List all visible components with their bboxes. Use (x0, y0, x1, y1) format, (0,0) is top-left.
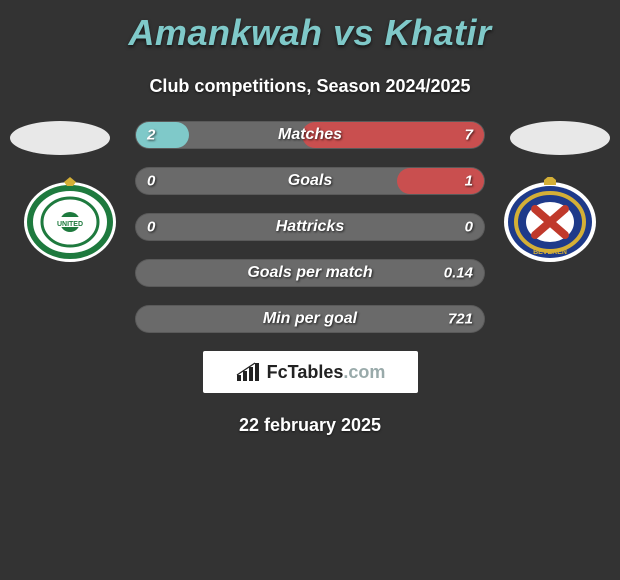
comparison-area: UNITED BEVEREN 27Matches01Goals00Hattric… (0, 121, 620, 436)
lommel-crest-icon: UNITED (20, 177, 120, 263)
fill-right (397, 168, 485, 194)
brand-prefix: Fc (267, 362, 288, 382)
stat-label: Hattricks (135, 218, 485, 236)
brand-box: FcTables.com (203, 351, 418, 393)
beveren-crest-icon: BEVEREN (500, 177, 600, 263)
fill-right (302, 122, 484, 148)
date-text: 22 february 2025 (0, 415, 620, 436)
stat-row: 27Matches (135, 121, 485, 149)
stat-row: 01Goals (135, 167, 485, 195)
stat-row: 0 0Hattricks (135, 213, 485, 241)
svg-text:BEVEREN: BEVEREN (533, 249, 567, 256)
bar-chart-icon (235, 361, 261, 383)
page-title: Amankwah vs Khatir (0, 0, 620, 54)
platform-right (510, 121, 610, 155)
stat-right-value: 0 (465, 219, 473, 236)
stat-row: 721Min per goal (135, 305, 485, 333)
svg-text:UNITED: UNITED (57, 221, 83, 228)
brand-main: Tables (288, 362, 344, 382)
fill-left (136, 122, 189, 148)
stat-rows: 27Matches01Goals00Hattricks0.14Goals per… (135, 121, 485, 333)
stat-right-value: 721 (448, 311, 473, 328)
page-subtitle: Club competitions, Season 2024/2025 (0, 76, 620, 97)
crest-right: BEVEREN (500, 177, 600, 263)
stat-left-value: 0 (147, 219, 155, 236)
crest-left: UNITED (20, 177, 120, 263)
platform-left (10, 121, 110, 155)
brand-text: FcTables.com (267, 362, 386, 383)
stat-row: 0.14Goals per match (135, 259, 485, 287)
brand-suffix: .com (343, 362, 385, 382)
stat-label: Min per goal (135, 310, 485, 328)
stat-label: Goals per match (135, 264, 485, 282)
stat-right-value: 0.14 (444, 265, 473, 282)
stat-left-value: 0 (147, 173, 155, 190)
